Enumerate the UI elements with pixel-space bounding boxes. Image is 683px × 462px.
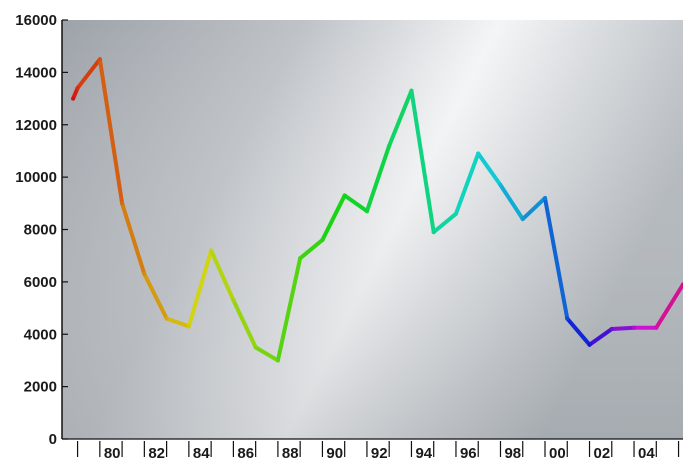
series-line bbox=[71, 57, 683, 363]
data-point bbox=[520, 217, 525, 222]
y-tick-label: 10000 bbox=[15, 169, 57, 186]
x-tick-label: 82 bbox=[148, 445, 165, 462]
x-tick-label: 04 bbox=[638, 445, 655, 462]
x-tick-label: 00 bbox=[549, 445, 566, 462]
x-tick-label: 02 bbox=[594, 445, 611, 462]
line-segment bbox=[520, 196, 547, 222]
line-segment bbox=[476, 151, 503, 187]
line-segment bbox=[142, 272, 169, 321]
data-point bbox=[209, 248, 214, 253]
data-point bbox=[298, 256, 303, 261]
x-tick-label: 84 bbox=[193, 445, 210, 462]
data-point bbox=[142, 272, 147, 277]
data-point bbox=[364, 209, 369, 214]
data-point bbox=[120, 201, 125, 206]
data-point bbox=[609, 327, 614, 332]
line-segment bbox=[654, 282, 683, 330]
line-segment bbox=[609, 325, 637, 332]
data-point bbox=[75, 86, 80, 91]
line-segment bbox=[387, 88, 414, 148]
data-point bbox=[342, 193, 347, 198]
y-tick-label: 0 bbox=[49, 431, 57, 448]
data-point bbox=[587, 342, 592, 347]
x-tick-label: 92 bbox=[371, 445, 388, 462]
line-segment bbox=[409, 88, 436, 235]
x-tick-label: 80 bbox=[104, 445, 121, 462]
line-segment bbox=[209, 248, 236, 303]
y-tick-label: 6000 bbox=[24, 274, 57, 291]
data-point bbox=[431, 230, 436, 235]
data-point bbox=[498, 182, 503, 187]
data-points bbox=[71, 57, 683, 363]
data-point bbox=[97, 57, 102, 62]
line-segment bbox=[498, 182, 525, 222]
x-tick-label: 88 bbox=[282, 445, 299, 462]
line-segment bbox=[342, 193, 369, 214]
line-segment bbox=[97, 57, 125, 206]
data-point bbox=[543, 196, 547, 201]
data-point bbox=[453, 211, 458, 216]
line-segment bbox=[253, 345, 280, 363]
line-segment bbox=[431, 211, 458, 235]
y-tick-label: 4000 bbox=[24, 326, 57, 343]
line-segment bbox=[231, 298, 258, 350]
data-point bbox=[231, 298, 236, 303]
line-segment bbox=[120, 201, 147, 277]
line-segment bbox=[164, 316, 191, 329]
x-axis: 8082848688909294969800020406 bbox=[62, 438, 683, 462]
y-axis: 0 2000 4000 6000 8000 10000 12000 14000 16000 bbox=[15, 12, 68, 448]
y-tick-label: 16000 bbox=[15, 12, 57, 29]
line-segment bbox=[587, 327, 614, 347]
line-segment bbox=[298, 237, 325, 261]
x-tick-label: 90 bbox=[326, 445, 343, 462]
x-tick-label: 86 bbox=[237, 445, 254, 462]
x-tick-label: 94 bbox=[415, 445, 432, 462]
line-segment bbox=[186, 248, 214, 329]
line-segment bbox=[565, 316, 592, 347]
line-segment bbox=[364, 143, 392, 214]
data-point bbox=[186, 324, 191, 329]
data-point bbox=[71, 96, 76, 101]
data-point bbox=[275, 358, 280, 363]
data-point bbox=[320, 237, 325, 242]
data-point bbox=[409, 88, 414, 93]
data-point bbox=[632, 325, 637, 330]
y-tick-label: 14000 bbox=[15, 64, 57, 81]
line-segment bbox=[453, 151, 481, 216]
y-tick-label: 2000 bbox=[24, 379, 57, 396]
data-point bbox=[565, 316, 570, 321]
y-tick-label: 8000 bbox=[24, 222, 57, 239]
data-point bbox=[387, 143, 392, 148]
y-tick-label: 12000 bbox=[15, 117, 57, 134]
line-segment bbox=[275, 256, 303, 363]
plot-background-shade bbox=[62, 20, 683, 439]
data-point bbox=[654, 325, 659, 330]
line-segment bbox=[75, 57, 102, 91]
x-tick-label: 98 bbox=[504, 445, 521, 462]
data-point bbox=[476, 151, 481, 156]
line-segment bbox=[320, 193, 347, 242]
x-tick-label: 96 bbox=[460, 445, 477, 462]
data-point bbox=[164, 316, 169, 321]
data-point bbox=[253, 345, 258, 350]
line-segment bbox=[543, 196, 570, 321]
